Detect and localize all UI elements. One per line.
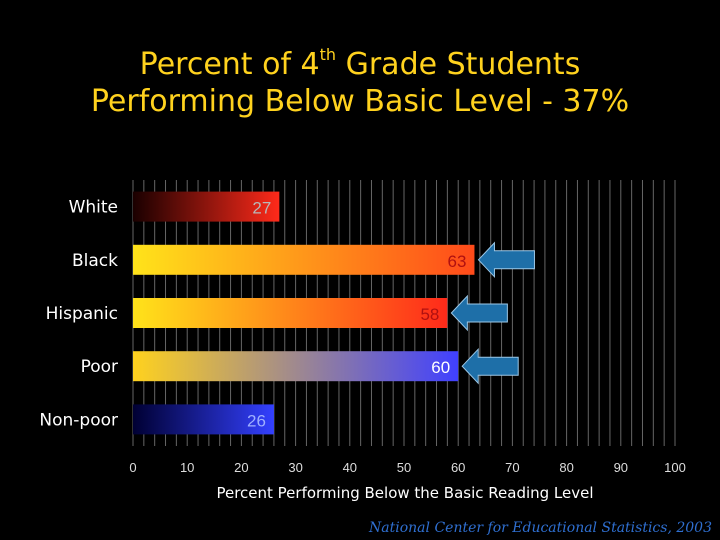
bar-black — [133, 244, 475, 275]
bar-white — [133, 191, 280, 222]
x-tick-labels: 0 10 20 30 40 50 60 70 80 90 100 — [129, 460, 685, 475]
bar-non-poor — [133, 404, 274, 435]
arrow-icon — [450, 294, 508, 332]
x-tick-label: 20 — [234, 460, 248, 475]
bars: 27 63 58 60 26 — [133, 191, 475, 435]
category-labels: White Black Hispanic Poor Non-poor — [39, 198, 118, 431]
x-axis-label: Percent Performing Below the Basic Readi… — [216, 484, 593, 502]
x-tick-label: 70 — [505, 460, 519, 475]
category-label-white: White — [69, 198, 118, 218]
bar-hispanic — [133, 298, 448, 328]
category-label-black: Black — [72, 251, 118, 271]
chart-title: Percent of 4th Grade Students Performing… — [0, 36, 720, 120]
category-label-hispanic: Hispanic — [46, 304, 118, 324]
category-label-poor: Poor — [81, 357, 118, 377]
x-tick-label: 80 — [559, 460, 573, 475]
highlight-arrows — [450, 241, 535, 385]
data-label-hispanic: 58 — [420, 305, 439, 324]
x-tick-label: 60 — [451, 460, 465, 475]
data-label-white: 27 — [252, 199, 271, 218]
x-tick-label: 30 — [288, 460, 302, 475]
x-tick-label: 40 — [343, 460, 357, 475]
data-label-poor: 60 — [431, 358, 450, 377]
x-tick-label: 90 — [614, 460, 628, 475]
bar-poor — [133, 351, 459, 382]
source-citation: National Center for Educational Statisti… — [369, 520, 712, 536]
x-tick-label: 50 — [397, 460, 411, 475]
x-tick-label: 10 — [180, 460, 194, 475]
title-line-1: Percent of 4th Grade Students — [139, 45, 581, 82]
arrow-icon — [461, 347, 519, 385]
title-line-2: Performing Below Basic Level - 37% — [90, 84, 630, 119]
category-label-non-poor: Non-poor — [39, 410, 118, 430]
data-label-black: 63 — [448, 252, 467, 271]
data-label-non-poor: 26 — [247, 411, 266, 430]
x-tick-label: 0 — [129, 460, 136, 475]
arrow-icon — [477, 241, 535, 279]
x-tick-label: 100 — [664, 460, 686, 475]
